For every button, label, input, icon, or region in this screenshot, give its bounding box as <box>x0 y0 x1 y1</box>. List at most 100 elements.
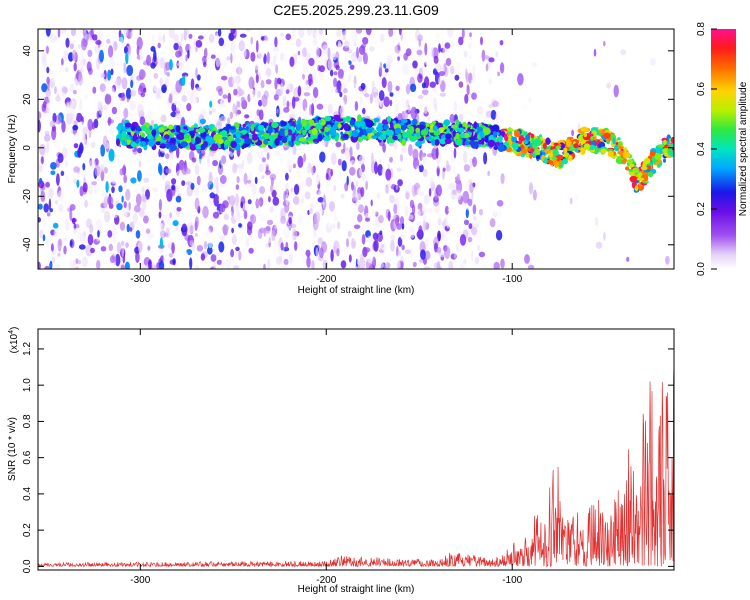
heatmap-cell <box>289 252 293 263</box>
heatmap-cell <box>168 252 174 258</box>
snr-panel: -300 -200 -100 0.0 0.2 0.4 0.6 0.8 1.0 1.2 Heigh… <box>7 327 675 595</box>
heatmap-ridge-cell <box>373 117 380 123</box>
heatmap-ridge-cell <box>151 129 157 137</box>
heatmap-cell <box>396 202 401 214</box>
heatmap-cell <box>319 69 325 82</box>
heatmap-cell <box>485 110 492 118</box>
heatmap-cell <box>377 164 383 176</box>
heatmap-ridge-cell <box>574 147 579 153</box>
heatmap-cell <box>123 107 129 119</box>
heatmap-cell <box>139 116 146 126</box>
heatmap-cell <box>208 171 213 185</box>
heatmap-cell <box>468 223 473 230</box>
heatmap-ridge-cell <box>389 121 394 129</box>
heatmap-cell <box>466 84 470 96</box>
heatmap-cell <box>114 188 118 201</box>
heatmap-ridge-cell <box>133 132 138 141</box>
heatmap-cell <box>458 36 464 46</box>
heatmap-cell <box>229 34 234 40</box>
heatmap-ridge-cell <box>545 137 551 145</box>
heatmap-cell <box>371 209 377 216</box>
heatmap-cell <box>105 181 109 193</box>
heatmap-cell <box>140 92 146 98</box>
heatmap-cell <box>442 167 446 172</box>
heatmap-cell <box>164 180 171 192</box>
heatmap-cell <box>571 129 574 137</box>
heatmap-cell <box>436 160 440 169</box>
heatmap-cell <box>75 112 83 123</box>
heatmap-cell <box>225 258 232 269</box>
heatmap-cell <box>278 255 283 262</box>
heatmap-cell <box>187 49 190 59</box>
heatmap-cell <box>257 90 261 98</box>
heatmap-cell <box>118 185 123 193</box>
heatmap-cell <box>257 151 265 160</box>
heatmap-cell <box>273 94 279 101</box>
heatmap-cell <box>394 103 399 116</box>
heatmap-cell <box>236 100 241 108</box>
heatmap-cell <box>69 204 76 211</box>
heatmap-ridge-cell <box>445 133 452 139</box>
heatmap-cell <box>120 92 126 102</box>
heatmap-ridge-cell <box>121 130 127 138</box>
heatmap-cell <box>353 42 357 47</box>
heatmap-cell <box>416 221 422 226</box>
heatmap-ridge-cell <box>565 139 572 148</box>
heatmap-cell <box>109 123 115 131</box>
heatmap-cell <box>268 196 271 203</box>
colorbar-tick-label: 0.8 <box>696 22 707 36</box>
heatmap-cell <box>275 51 279 61</box>
heatmap-cell <box>245 237 250 248</box>
heatmap-cell <box>202 205 209 219</box>
heatmap-cell <box>263 161 269 167</box>
heatmap-ridge-cell <box>580 147 586 155</box>
heatmap-ridge-cell <box>392 135 399 141</box>
heatmap-cell <box>212 88 218 98</box>
heatmap-cell <box>216 183 220 196</box>
heatmap-cell <box>181 223 188 237</box>
heatmap-cell <box>485 63 489 72</box>
heatmap-cell <box>189 211 196 216</box>
heatmap-cell <box>87 49 93 58</box>
heatmap-cell <box>50 243 54 252</box>
heatmap-cell <box>177 102 182 108</box>
heatmap-cell <box>107 87 111 96</box>
heatmap-ridge-cell <box>302 129 307 134</box>
heatmap-cell <box>209 192 216 199</box>
heatmap-cell <box>187 221 194 234</box>
heatmap-cell <box>73 228 77 235</box>
heatmap-cell <box>107 230 113 238</box>
heatmap-cell <box>195 265 199 269</box>
heatmap-ridge-cell <box>439 138 447 145</box>
heatmap-cell <box>497 71 501 77</box>
heatmap-cell <box>402 110 408 121</box>
heatmap-ridge-cell <box>176 133 185 140</box>
heatmap-cell <box>354 191 359 204</box>
heatmap-cell <box>497 209 502 219</box>
heatmap-cell <box>388 29 394 37</box>
heatmap-cell <box>302 47 307 58</box>
heatmap-cell <box>308 73 313 83</box>
heatmap-cell <box>646 44 651 54</box>
heatmap-cell <box>405 83 411 95</box>
heatmap-cell <box>46 212 51 217</box>
heatmap-cell <box>78 44 81 49</box>
heatmap-cell <box>213 259 217 269</box>
heatmap-cell <box>342 30 347 41</box>
heatmap-cell <box>108 243 114 251</box>
heatmap-ridge-cell <box>634 185 639 192</box>
heatmap-ridge-cell <box>628 171 635 175</box>
heatmap-ridge-cell <box>525 134 531 141</box>
heatmap-cell <box>230 249 235 258</box>
heatmap-ridge-cell <box>317 133 323 142</box>
heatmap-ridge-cell <box>291 133 296 142</box>
heatmap-ridge-cell <box>182 129 188 134</box>
heatmap-cell <box>54 200 59 205</box>
heatmap-cell <box>381 168 386 176</box>
heatmap-cell <box>97 230 100 238</box>
heatmap-ridge-cell <box>195 128 199 133</box>
heatmap-cell <box>319 247 324 259</box>
heatmap-cell <box>305 79 308 86</box>
heatmap-cell <box>265 169 271 176</box>
